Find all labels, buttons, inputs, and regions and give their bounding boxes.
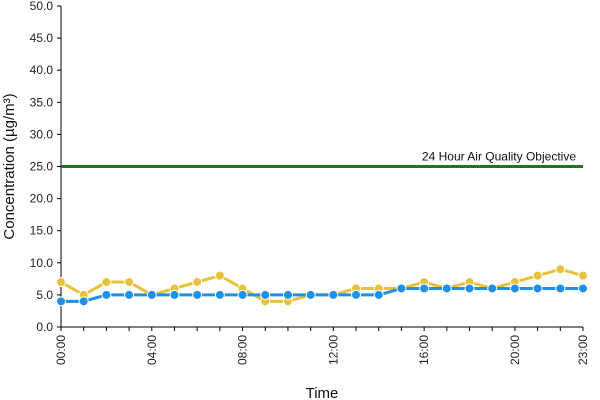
y-tick-label: 45.0 bbox=[30, 31, 54, 45]
y-tick-label: 5.0 bbox=[36, 288, 53, 302]
series-2 bbox=[56, 283, 588, 307]
reference-line-group: 24 Hour Air Quality Objective bbox=[61, 150, 583, 168]
data-point bbox=[578, 270, 588, 281]
data-point bbox=[146, 289, 157, 300]
y-axis-title: Concentration (µg/m³) bbox=[1, 93, 18, 239]
data-point bbox=[509, 283, 520, 294]
data-point bbox=[487, 283, 498, 294]
data-point bbox=[441, 283, 452, 294]
x-tick-label: 12:00 bbox=[326, 335, 340, 365]
y-tick-label: 40.0 bbox=[30, 63, 54, 77]
x-tick-label: 04:00 bbox=[145, 335, 159, 365]
series-line bbox=[61, 286, 583, 303]
data-point bbox=[419, 283, 430, 294]
data-point bbox=[237, 289, 248, 300]
reference-line-label: 24 Hour Air Quality Objective bbox=[422, 150, 576, 164]
data-point bbox=[260, 289, 271, 300]
data-point bbox=[305, 289, 316, 300]
data-point bbox=[351, 289, 362, 300]
series-group bbox=[56, 264, 588, 307]
y-tick-label: 35.0 bbox=[30, 95, 54, 109]
data-point bbox=[555, 264, 566, 275]
x-axis-title: Time bbox=[306, 385, 339, 400]
data-point bbox=[214, 289, 225, 300]
data-point bbox=[78, 296, 89, 307]
data-point bbox=[101, 289, 112, 300]
data-point bbox=[169, 289, 180, 300]
data-point bbox=[192, 289, 203, 300]
data-point bbox=[532, 283, 543, 294]
data-point bbox=[578, 283, 588, 294]
y-tick-label: 25.0 bbox=[30, 160, 54, 174]
y-tick-label: 10.0 bbox=[30, 256, 54, 270]
y-tick-label: 30.0 bbox=[30, 127, 54, 141]
x-tick-label: 08:00 bbox=[236, 335, 250, 365]
data-point bbox=[192, 277, 203, 288]
x-tick-label: 20:00 bbox=[508, 335, 522, 365]
series-1 bbox=[56, 264, 588, 307]
data-point bbox=[101, 277, 112, 288]
data-point bbox=[214, 270, 225, 281]
y-tick-label: 0.0 bbox=[36, 320, 53, 334]
data-point bbox=[373, 289, 384, 300]
data-point bbox=[282, 289, 293, 300]
x-tick-label: 00:00 bbox=[54, 335, 68, 365]
x-tick-label: 16:00 bbox=[417, 335, 431, 365]
y-tick-label: 50.0 bbox=[30, 0, 54, 13]
x-tick-label: 23:00 bbox=[576, 335, 590, 365]
y-tick-label: 20.0 bbox=[30, 192, 54, 206]
data-point bbox=[56, 296, 66, 307]
series-line bbox=[60, 267, 584, 303]
data-point bbox=[532, 270, 543, 281]
data-point bbox=[396, 283, 407, 294]
data-point bbox=[464, 283, 475, 294]
y-tick-label: 15.0 bbox=[30, 224, 54, 238]
data-point bbox=[555, 283, 566, 294]
data-point bbox=[56, 277, 66, 288]
data-point bbox=[328, 289, 339, 300]
axes: 0.0 5.0 10.0 15.0 20.0 25.0 30.0 35.0 40.0 45.0 50… bbox=[30, 0, 590, 365]
data-point bbox=[124, 277, 135, 288]
data-point bbox=[124, 289, 135, 300]
